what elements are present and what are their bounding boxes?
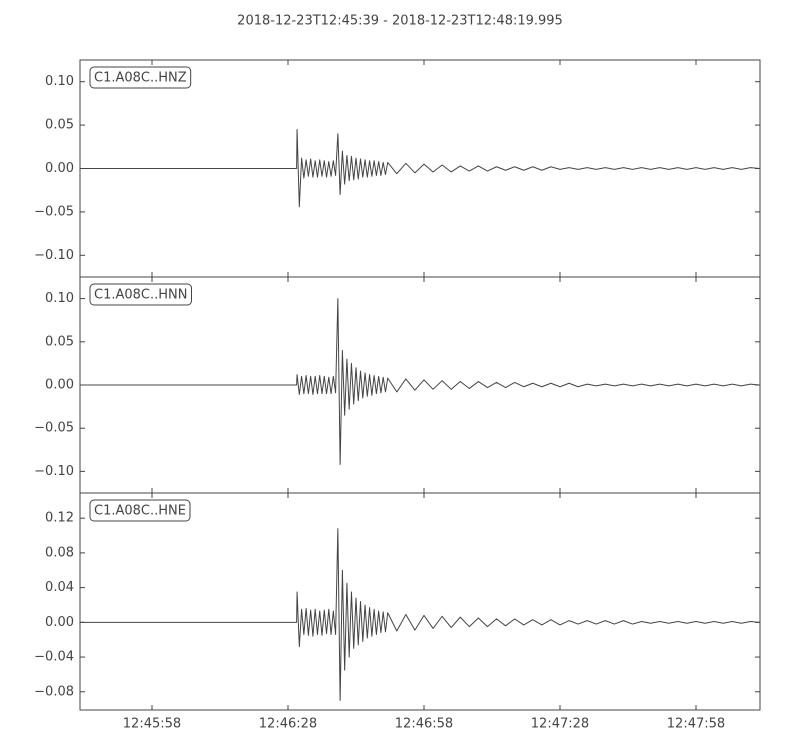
trace-label: C1.A08C..HNE bbox=[89, 499, 191, 522]
x-tick-label: 12:46:58 bbox=[395, 717, 453, 732]
y-tick-label: −0.05 bbox=[34, 204, 74, 219]
y-tick-label: −0.08 bbox=[34, 684, 74, 699]
label-box bbox=[89, 66, 192, 89]
y-tick-label: 0.00 bbox=[45, 615, 74, 630]
y-tick-label: −0.10 bbox=[34, 464, 74, 479]
y-tick-label: 0.00 bbox=[45, 378, 74, 393]
label-box bbox=[89, 499, 191, 522]
waveform bbox=[80, 528, 760, 701]
y-tick-label: 0.05 bbox=[45, 118, 74, 133]
trace-label: C1.A08C..HNN bbox=[89, 283, 192, 306]
y-tick-label: −0.10 bbox=[34, 248, 74, 263]
waveform bbox=[80, 298, 760, 465]
y-tick-label: 0.10 bbox=[45, 291, 74, 306]
chart-title: 2018-12-23T12:45:39 - 2018-12-23T12:48:1… bbox=[237, 14, 563, 29]
x-tick-label: 12:47:58 bbox=[667, 717, 725, 732]
y-tick-label: −0.05 bbox=[34, 421, 74, 436]
x-tick-label: 12:45:58 bbox=[123, 717, 181, 732]
y-tick-label: 0.12 bbox=[45, 511, 74, 526]
y-tick-label: 0.08 bbox=[45, 545, 74, 560]
label-box bbox=[89, 283, 192, 306]
trace-label-text: C1.A08C..HNN bbox=[94, 288, 187, 303]
y-tick-label: 0.10 bbox=[45, 74, 74, 89]
trace-label: C1.A08C..HNZ bbox=[89, 66, 192, 89]
trace-label-text: C1.A08C..HNE bbox=[94, 504, 186, 519]
x-tick-label: 12:47:28 bbox=[531, 717, 589, 732]
y-tick-label: 0.04 bbox=[45, 580, 74, 595]
y-tick-label: 0.00 bbox=[45, 161, 74, 176]
trace-label-text: C1.A08C..HNZ bbox=[94, 71, 187, 86]
y-tick-label: 0.05 bbox=[45, 334, 74, 349]
waveform bbox=[80, 128, 760, 208]
y-tick-label: −0.04 bbox=[34, 650, 74, 665]
axes-frame bbox=[79, 492, 761, 711]
x-tick-label: 12:46:28 bbox=[259, 717, 317, 732]
